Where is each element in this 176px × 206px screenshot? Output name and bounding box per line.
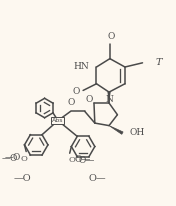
- Text: O: O: [68, 98, 75, 107]
- Text: O: O: [85, 95, 93, 104]
- Text: T: T: [156, 58, 162, 67]
- Text: O—: O—: [75, 154, 91, 164]
- Text: OH: OH: [130, 128, 145, 137]
- Text: O: O: [108, 32, 115, 41]
- Text: O—: O—: [89, 174, 106, 183]
- Polygon shape: [108, 92, 110, 103]
- Text: N: N: [106, 95, 114, 104]
- Polygon shape: [109, 126, 123, 134]
- Text: O: O: [72, 87, 80, 96]
- Text: O—: O—: [78, 156, 95, 165]
- Text: —O: —O: [13, 174, 31, 183]
- Text: O: O: [20, 154, 27, 163]
- Text: O: O: [69, 156, 76, 164]
- Text: HN: HN: [73, 62, 89, 71]
- Text: Abs: Abs: [52, 118, 64, 123]
- Text: —O: —O: [5, 153, 21, 162]
- Text: —O: —O: [2, 154, 18, 163]
